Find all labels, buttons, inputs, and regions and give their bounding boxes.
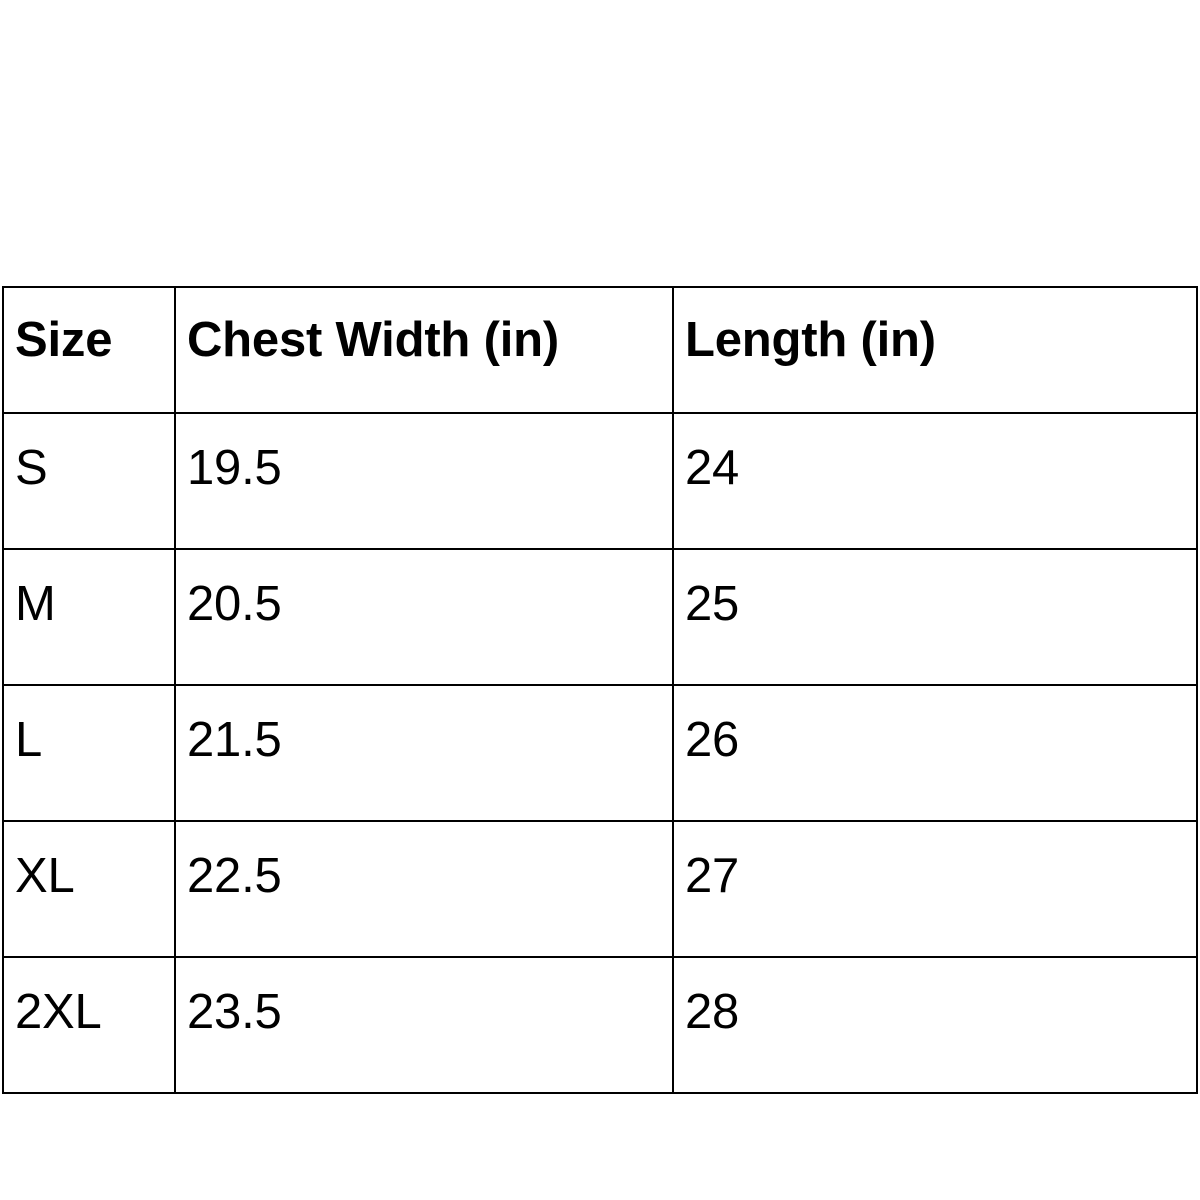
table-body: S 19.5 24 M 20.5 25 L 21.5 26 XL 22.5 27… [2,412,1198,1094]
cell-length: 27 [672,820,1198,958]
cell-chest: 23.5 [174,956,674,1094]
column-header-length: Length (in) [672,286,1198,414]
cell-chest: 22.5 [174,820,674,958]
cell-size: 2XL [2,956,176,1094]
cell-length: 24 [672,412,1198,550]
cell-size: L [2,684,176,822]
cell-size: XL [2,820,176,958]
table-header-row: Size Chest Width (in) Length (in) [2,286,1198,414]
cell-size: M [2,548,176,686]
table-row: XL 22.5 27 [2,820,1198,958]
cell-chest: 21.5 [174,684,674,822]
cell-length: 26 [672,684,1198,822]
cell-chest: 20.5 [174,548,674,686]
cell-chest: 19.5 [174,412,674,550]
table-row: L 21.5 26 [2,684,1198,822]
table-header: Size Chest Width (in) Length (in) [2,286,1198,414]
column-header-chest-width: Chest Width (in) [174,286,674,414]
cell-length: 25 [672,548,1198,686]
column-header-size: Size [2,286,176,414]
cell-length: 28 [672,956,1198,1094]
table-row: 2XL 23.5 28 [2,956,1198,1094]
table-row: S 19.5 24 [2,412,1198,550]
size-chart-table: Size Chest Width (in) Length (in) S 19.5… [2,286,1198,1094]
table-row: M 20.5 25 [2,548,1198,686]
cell-size: S [2,412,176,550]
